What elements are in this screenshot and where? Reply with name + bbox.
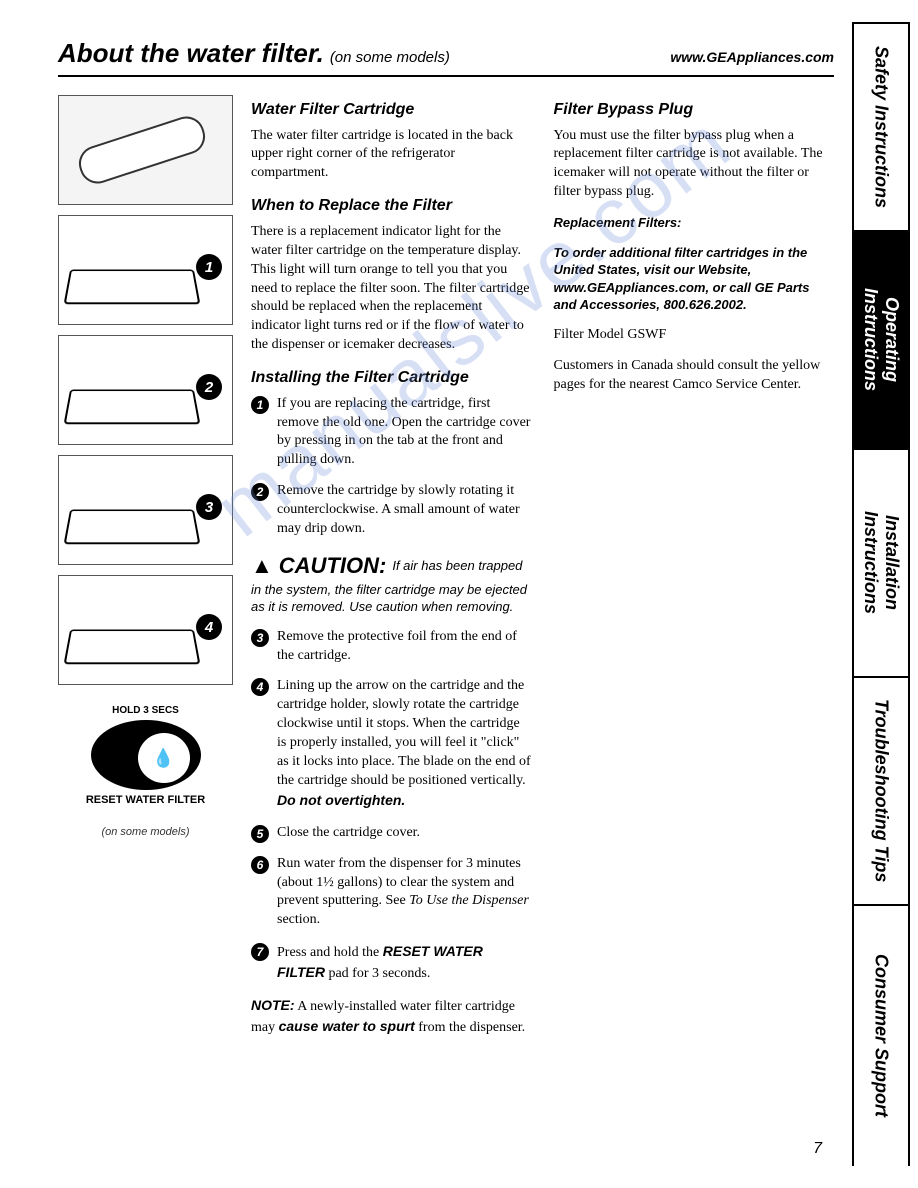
page-subtitle: (on some models)	[330, 49, 450, 66]
reset-top-label: HOLD 3 SECS	[58, 705, 233, 716]
note-c: cause water to spurt	[279, 1018, 415, 1034]
install-step-3-text: Remove the protective foil from the end …	[277, 629, 517, 663]
tab-installation[interactable]: Installation Instructions	[854, 450, 908, 678]
install-step-3: 3 Remove the protective foil from the en…	[251, 628, 532, 666]
install-step-6: 6 Run water from the dispenser for 3 min…	[251, 855, 532, 931]
page-number: 7	[813, 1140, 822, 1158]
install-step-4b: Do not overtighten.	[277, 792, 405, 808]
left-text-column: Water Filter Cartridge The water filter …	[251, 95, 532, 1050]
page-header: About the water filter. (on some models)…	[58, 38, 834, 77]
bullet-3: 3	[251, 629, 269, 647]
install-step-2: 2 Remove the cartridge by slowly rotatin…	[251, 482, 532, 539]
tab-troubleshooting[interactable]: Troubleshooting Tips	[854, 678, 908, 906]
tab-consumer[interactable]: Consumer Support	[854, 906, 908, 1166]
reset-filter-panel: HOLD 3 SECS 💧 RESET WATER FILTER	[58, 695, 233, 816]
step-illustration-1: 1	[58, 215, 233, 325]
step-badge-3: 3	[196, 494, 222, 520]
replacement-body: To order additional filter cartridges in…	[554, 244, 835, 314]
step-illustration-3: 3	[58, 455, 233, 565]
tab-operating[interactable]: Operating Instructions	[854, 232, 908, 450]
bullet-1: 1	[251, 396, 269, 414]
step-badge-1: 1	[196, 254, 222, 280]
bypass-paragraph: You must use the filter bypass plug when…	[554, 127, 835, 203]
illustration-column: 1 2 3 4 HOLD 3 SECS 💧	[58, 95, 233, 1050]
note-label: NOTE:	[251, 997, 295, 1013]
step-badge-2: 2	[196, 374, 222, 400]
step-illustration-2: 2	[58, 335, 233, 445]
right-text-column: Filter Bypass Plug You must use the filt…	[554, 95, 835, 1050]
install-step-2-text: Remove the cartridge by slowly rotating …	[277, 483, 520, 536]
caution-inline: If air has been trapped	[392, 557, 522, 575]
install-step-6b: To Use the Dispenser	[409, 893, 529, 908]
bullet-4: 4	[251, 678, 269, 696]
note-paragraph: NOTE: A newly-installed water filter car…	[251, 996, 532, 1038]
replace-paragraph: There is a replacement indicator light f…	[251, 223, 532, 355]
side-tabs: Safety Instructions Operating Instructio…	[852, 22, 910, 1166]
reset-button-icon: 💧	[91, 720, 201, 790]
bullet-6: 6	[251, 856, 269, 874]
section-heading-replace: When to Replace the Filter	[251, 195, 532, 217]
page-title: About the water filter.	[58, 38, 324, 69]
bullet-7: 7	[251, 943, 269, 961]
section-heading-bypass: Filter Bypass Plug	[554, 99, 835, 121]
step-badge-4: 4	[196, 614, 222, 640]
models-note: (on some models)	[58, 826, 233, 838]
cartridge-illustration	[58, 95, 233, 205]
section-heading-install: Installing the Filter Cartridge	[251, 367, 532, 389]
replacement-heading: Replacement Filters:	[554, 214, 835, 232]
filter-model: Filter Model GSWF	[554, 326, 835, 345]
install-step-1-text: If you are replacing the cartridge, firs…	[277, 396, 530, 468]
install-step-1: 1 If you are replacing the cartridge, fi…	[251, 395, 532, 471]
install-step-5: 5 Close the cartridge cover.	[251, 824, 532, 843]
install-step-4: 4 Lining up the arrow on the cartridge a…	[251, 677, 532, 811]
step-illustration-4: 4	[58, 575, 233, 685]
warning-icon: ▲	[251, 551, 273, 581]
tab-safety[interactable]: Safety Instructions	[854, 24, 908, 232]
install-step-7c: pad for 3 seconds.	[325, 966, 430, 981]
reset-bottom-label: RESET WATER FILTER	[58, 794, 233, 806]
bullet-2: 2	[251, 483, 269, 501]
install-step-6c: section.	[277, 912, 320, 927]
canada-note: Customers in Canada should consult the y…	[554, 357, 835, 395]
install-step-7: 7 Press and hold the RESET WATER FILTER …	[251, 942, 532, 984]
caution-row: ▲ CAUTION: If air has been trapped	[251, 551, 532, 581]
install-step-5-text: Close the cartridge cover.	[277, 825, 420, 840]
install-step-4a: Lining up the arrow on the cartridge and…	[277, 678, 531, 787]
caution-body: in the system, the filter cartridge may …	[251, 581, 532, 616]
cartridge-paragraph: The water filter cartridge is located in…	[251, 127, 532, 184]
bullet-5: 5	[251, 825, 269, 843]
install-step-7a: Press and hold the	[277, 945, 383, 960]
caution-label: CAUTION:	[279, 551, 387, 581]
header-url: www.GEAppliances.com	[670, 49, 834, 65]
section-heading-cartridge: Water Filter Cartridge	[251, 99, 532, 121]
note-d: from the dispenser.	[415, 1020, 525, 1035]
